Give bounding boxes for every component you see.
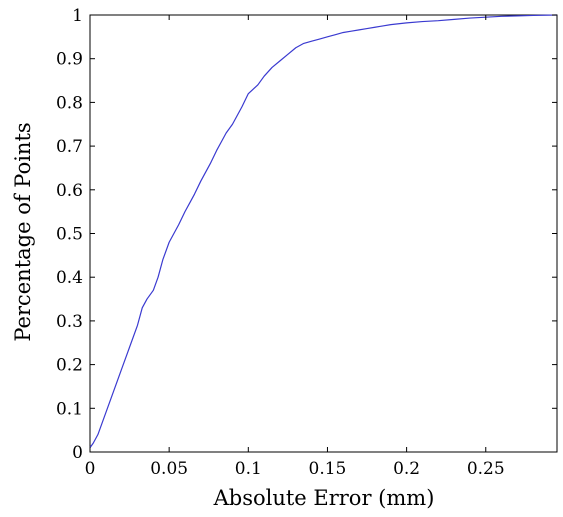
- y-axis-label: Percentage of Points: [11, 122, 35, 341]
- y-tick-label: 0.5: [56, 225, 83, 245]
- plot-frame: [89, 14, 558, 453]
- x-tick-label: 0.15: [309, 459, 347, 479]
- x-tick-label: 0.25: [467, 459, 505, 479]
- y-tick-label: 0.8: [56, 93, 83, 113]
- y-tick-label: 0: [72, 443, 83, 463]
- x-tick-label: 0.05: [150, 459, 188, 479]
- y-tick-label: 0.6: [56, 181, 83, 201]
- y-tick-label: 0.7: [56, 137, 83, 157]
- y-tick-label: 0.4: [56, 268, 83, 288]
- y-tick-label: 0.1: [56, 399, 83, 419]
- y-tick-label: 0.3: [56, 312, 83, 332]
- series-line-0: [89, 14, 558, 448]
- y-tick-label: 0.9: [56, 50, 83, 70]
- x-tick-label: 0.1: [235, 459, 262, 479]
- y-tick-label: 0.2: [56, 356, 83, 376]
- x-tick-label: 0: [85, 459, 96, 479]
- x-tick-label: 0.2: [393, 459, 420, 479]
- x-axis-label: Absolute Error (mm): [213, 486, 435, 510]
- y-tick-label: 1: [72, 6, 83, 26]
